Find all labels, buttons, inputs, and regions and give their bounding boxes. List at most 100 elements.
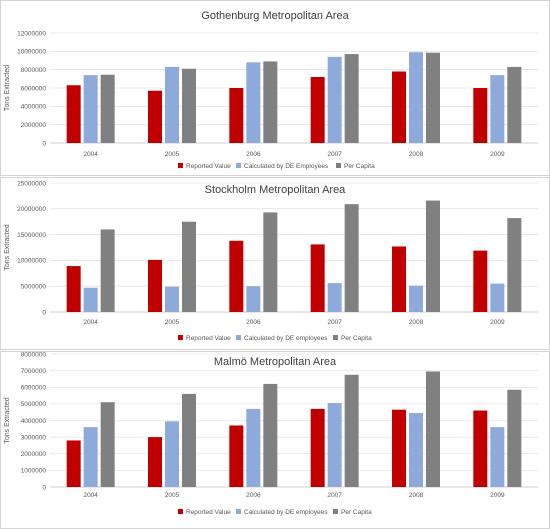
- x-tick-label: 2008: [409, 319, 424, 326]
- y-tick-label: 20000000: [17, 206, 46, 213]
- x-tick-label: 2004: [83, 319, 98, 326]
- bar-reported-value-2004: [66, 266, 81, 312]
- bar-per-capita-2004: [100, 229, 115, 312]
- bar-per-capita-2008: [426, 52, 440, 144]
- x-tick-label: 2008: [409, 151, 424, 158]
- legend-swatch: [178, 509, 183, 514]
- chart-malmo: Malmö Metropolitan Area 0 1000000 2000000 30…: [0, 351, 550, 529]
- bar-per-capita-2006: [263, 212, 278, 312]
- bar-per-capita-2006: [263, 61, 278, 143]
- y-tick-label: 1000000: [21, 468, 47, 475]
- bar-calculated-by-de-employees-2008: [409, 52, 423, 143]
- x-tick-label: 2007: [327, 492, 342, 499]
- bar-reported-value-2007: [310, 408, 325, 487]
- x-tick-label: 2009: [490, 492, 505, 499]
- x-tick-label: 2007: [327, 151, 342, 158]
- legend-entry: Calculated by DE employees: [244, 335, 328, 342]
- y-tick-label: 0: [42, 309, 46, 316]
- bar-per-capita-2009: [507, 66, 522, 143]
- bar-reported-value-2007: [310, 77, 325, 143]
- bar-reported-value-2004: [66, 440, 81, 487]
- x-tick-label: 2009: [490, 319, 505, 326]
- chart-svg: Malmö Metropolitan Area 0 1000000 2000000 30…: [0, 351, 550, 529]
- y-tick-label: 8000000: [21, 351, 47, 358]
- legend-entry: Calculated by DE employees: [244, 509, 328, 516]
- y-tick-label: 0: [42, 484, 46, 491]
- y-tick-label: 5000000: [21, 284, 47, 291]
- x-tick-label: 2007: [327, 319, 342, 326]
- legend-swatch: [178, 335, 183, 340]
- y-tick-label: 0: [42, 140, 46, 147]
- legend-entry: Per Capita: [341, 509, 372, 516]
- x-tick-label: 2004: [83, 151, 98, 158]
- legend-swatch: [236, 335, 241, 340]
- y-tick-label: 10000000: [17, 49, 46, 56]
- bar-reported-value-2008: [392, 409, 406, 487]
- bar-reported-value-2004: [66, 85, 81, 143]
- bar-reported-value-2006: [229, 425, 244, 487]
- bar-reported-value-2008: [392, 246, 406, 312]
- chart-stockholm: Stockholm Metropolitan Area 0 5000000 10000…: [0, 177, 550, 350]
- x-tick-label: 2004: [83, 492, 98, 499]
- legend-swatch: [236, 163, 241, 168]
- legend-entry: Per Capita: [344, 163, 375, 170]
- bar-reported-value-2005: [148, 259, 162, 312]
- bar-per-capita-2009: [507, 389, 522, 487]
- y-axis-label: Tons Extracted: [4, 397, 11, 443]
- bar-calculated-by-de-employees-2007: [327, 56, 342, 144]
- legend-entry: Reported Value: [186, 509, 231, 516]
- y-tick-label: 25000000: [17, 180, 46, 187]
- legend-swatch: [236, 509, 241, 514]
- legend-entry: Reported Value: [186, 335, 231, 342]
- bar-calculated-by-de-employees-2007: [327, 283, 342, 312]
- chart-title: Gothenburg Metropolitan Area: [201, 10, 349, 22]
- chart-title: Stockholm Metropolitan Area: [205, 184, 347, 196]
- bar-calculated-by-de-employees-2008: [409, 285, 423, 312]
- x-tick-label: 2005: [165, 492, 180, 499]
- bar-reported-value-2005: [148, 90, 162, 143]
- bar-calculated-by-de-employees-2009: [490, 75, 505, 143]
- bar-calculated-by-de-employees-2004: [83, 287, 98, 312]
- y-tick-label: 4000000: [21, 104, 47, 111]
- x-tick-label: 2009: [490, 151, 505, 158]
- bar-reported-value-2007: [310, 244, 325, 312]
- bar-per-capita-2004: [100, 74, 115, 143]
- bar-per-capita-2008: [426, 200, 440, 312]
- bar-per-capita-2005: [182, 68, 196, 143]
- x-tick-label: 2005: [165, 319, 180, 326]
- x-tick-label: 2008: [409, 492, 424, 499]
- bar-reported-value-2006: [229, 240, 244, 312]
- y-tick-label: 8000000: [21, 67, 47, 74]
- y-tick-label: 10000000: [17, 258, 46, 265]
- bar-per-capita-2009: [507, 218, 522, 312]
- bar-per-capita-2007: [344, 204, 359, 312]
- bar-per-capita-2005: [182, 221, 196, 312]
- y-tick-label: 6000000: [21, 85, 47, 92]
- chart-svg: Gothenburg Metropolitan Area 0 2000000 4000…: [0, 0, 550, 176]
- y-tick-label: 12000000: [17, 30, 46, 37]
- y-axis-label: Tons Extracted: [4, 65, 11, 111]
- bar-calculated-by-de-employees-2006: [246, 408, 261, 487]
- bar-calculated-by-de-employees-2006: [246, 286, 261, 312]
- y-tick-label: 3000000: [21, 434, 47, 441]
- legend-swatch: [333, 335, 338, 340]
- y-tick-label: 5000000: [21, 401, 47, 408]
- bar-calculated-by-de-employees-2004: [83, 427, 98, 487]
- y-tick-label: 7000000: [21, 368, 47, 375]
- legend-entry: Calculated by DE Employees: [244, 163, 329, 170]
- chart-title: Malmö Metropolitan Area: [214, 356, 337, 368]
- y-axis-label: Tons Extracted: [4, 224, 11, 270]
- bar-reported-value-2005: [148, 437, 162, 487]
- legend-entry: Reported Value: [186, 163, 231, 170]
- x-tick-label: 2006: [246, 319, 261, 326]
- y-tick-label: 15000000: [17, 232, 46, 239]
- bar-calculated-by-de-employees-2009: [490, 283, 505, 312]
- bar-calculated-by-de-employees-2008: [409, 413, 423, 487]
- bar-per-capita-2004: [100, 402, 115, 487]
- bar-calculated-by-de-employees-2005: [165, 421, 179, 487]
- chart-svg: Stockholm Metropolitan Area 0 5000000 10000…: [0, 177, 550, 350]
- bar-reported-value-2008: [392, 71, 406, 143]
- bar-calculated-by-de-employees-2005: [165, 286, 179, 312]
- bar-calculated-by-de-employees-2007: [327, 403, 342, 487]
